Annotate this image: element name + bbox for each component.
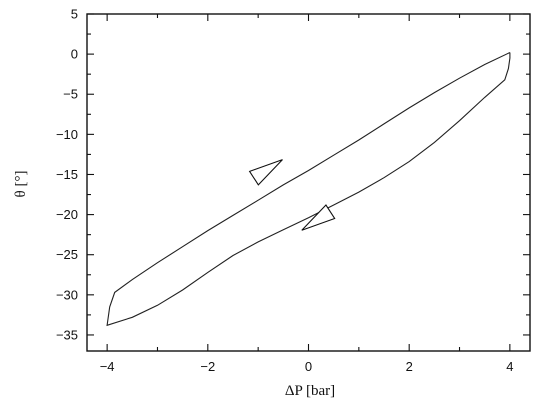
y-axis-ticks <box>87 13 530 336</box>
x-tick-label: 4 <box>506 359 513 374</box>
y-axis-label: θ [°] <box>13 171 29 198</box>
x-tick-label: 0 <box>305 359 312 374</box>
y-tick-label: −30 <box>56 287 78 302</box>
y-tick-label: 0 <box>71 47 78 62</box>
x-tick-label: −4 <box>100 359 115 374</box>
y-tick-label: −20 <box>56 207 78 222</box>
arrow-up-right-icon <box>248 159 283 186</box>
y-tick-label: −15 <box>56 167 78 182</box>
x-axis-tick-labels: −4 −2 0 2 4 <box>100 359 514 374</box>
y-tick-label: −35 <box>56 327 78 342</box>
hysteresis-loop-series <box>106 52 511 327</box>
plot-frame <box>86 13 531 352</box>
y-tick-label: −5 <box>63 87 78 102</box>
x-axis-label: ΔP [bar] <box>285 383 335 399</box>
y-tick-label: −10 <box>56 127 78 142</box>
x-tick-label: −2 <box>200 359 215 374</box>
y-tick-label: −25 <box>56 247 78 262</box>
arrow-down-left-icon <box>301 204 336 231</box>
x-axis-ticks <box>106 14 511 351</box>
direction-arrows <box>248 159 336 231</box>
y-axis-tick-labels: 5 0 −5 −10 −15 −20 −25 −30 −35 <box>56 7 78 343</box>
y-tick-label: 5 <box>71 7 78 22</box>
x-tick-label: 2 <box>406 359 413 374</box>
